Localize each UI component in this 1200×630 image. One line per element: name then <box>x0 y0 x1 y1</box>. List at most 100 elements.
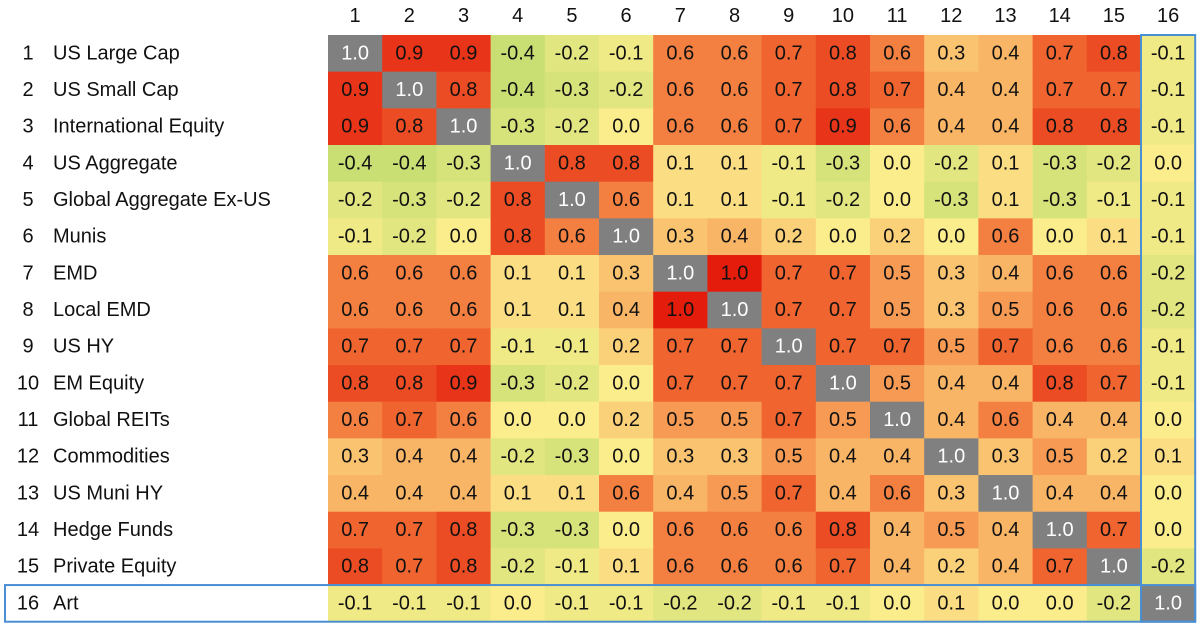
heatmap-cell <box>328 108 383 146</box>
column-label: 6 <box>621 5 632 27</box>
cell-label: 0.8 <box>341 556 369 578</box>
cell-label: 0.0 <box>829 226 857 248</box>
heatmap-cell <box>1141 35 1196 73</box>
cell-label: 0.0 <box>1154 519 1182 541</box>
cell-label: 1.0 <box>612 226 640 248</box>
heatmap-cell <box>382 71 437 109</box>
heatmap-cell <box>1032 255 1088 293</box>
heatmap-cell <box>1032 145 1088 183</box>
cell-label: 0.4 <box>395 482 423 504</box>
heatmap-cell <box>653 71 708 109</box>
cell-label: 0.7 <box>395 556 423 578</box>
column-label: 16 <box>1157 5 1179 27</box>
cell-label: 0.4 <box>829 446 857 468</box>
cell-label: 0.7 <box>775 79 803 101</box>
heatmap-cell <box>761 35 817 73</box>
heatmap-cell <box>707 365 763 403</box>
cell-label: -0.3 <box>446 152 480 174</box>
cell-label: 0.4 <box>341 482 369 504</box>
cell-label: -0.2 <box>500 446 534 468</box>
heatmap-cell <box>1141 181 1196 219</box>
column-label: 1 <box>350 5 361 27</box>
heatmap-cell <box>653 108 708 146</box>
column-label: 8 <box>729 5 740 27</box>
heatmap-cell <box>544 108 600 146</box>
row-number: 11 <box>18 409 39 431</box>
row-name: Global REITs <box>53 409 170 431</box>
cell-label: 0.7 <box>829 556 857 578</box>
heatmap-cell <box>870 585 925 623</box>
heatmap-cell <box>815 291 871 329</box>
cell-label: -0.3 <box>555 79 589 101</box>
cell-label: 0.6 <box>992 409 1020 431</box>
heatmap-cell <box>761 145 817 183</box>
cell-label: 0.1 <box>558 482 586 504</box>
heatmap-cell <box>436 438 492 476</box>
row-number: 3 <box>22 116 33 138</box>
cell-label: 0.0 <box>883 592 911 614</box>
heatmap-cell <box>544 145 600 183</box>
cell-label: 0.7 <box>1046 42 1074 64</box>
cell-label: 0.0 <box>504 592 532 614</box>
heatmap-cell <box>328 511 383 549</box>
cell-label: 0.5 <box>1046 446 1074 468</box>
cell-label: 0.3 <box>937 262 965 284</box>
heatmap-cell <box>653 438 708 476</box>
cell-label: 0.0 <box>504 409 532 431</box>
heatmap-cell <box>1086 475 1142 513</box>
cell-label: 0.6 <box>721 116 749 138</box>
cell-label: -0.3 <box>555 519 589 541</box>
cell-label: 0.7 <box>450 336 478 358</box>
heatmap-cell <box>1032 35 1088 73</box>
cell-label: 0.4 <box>829 482 857 504</box>
heatmap-cell <box>815 585 871 623</box>
heatmap-cell <box>815 35 871 73</box>
row-number: 14 <box>17 519 39 541</box>
heatmap-cell <box>653 145 708 183</box>
heatmap-cell <box>924 35 979 73</box>
heatmap-cell <box>436 401 492 439</box>
heatmap-cell <box>870 291 925 329</box>
heatmap-cell <box>544 511 600 549</box>
heatmap-cell <box>490 548 546 586</box>
heatmap-cell <box>815 511 871 549</box>
cell-label: -0.4 <box>392 152 426 174</box>
heatmap-cell <box>328 218 383 256</box>
cell-label: 0.1 <box>504 299 532 321</box>
cell-label: 0.7 <box>883 79 911 101</box>
heatmap-cell <box>870 255 925 293</box>
heatmap-cell <box>436 181 492 219</box>
cell-label: 0.5 <box>775 446 803 468</box>
cell-label: 0.6 <box>1046 262 1074 284</box>
cell-label: 0.8 <box>1100 116 1128 138</box>
heatmap-cell <box>815 438 871 476</box>
heatmap-cell <box>328 365 383 403</box>
cell-label: -0.1 <box>826 592 860 614</box>
cell-label: 0.3 <box>612 262 640 284</box>
heatmap-cell <box>1086 438 1142 476</box>
heatmap-cell <box>1141 255 1196 293</box>
cell-label: 0.6 <box>395 299 423 321</box>
heatmap-cell <box>924 585 979 623</box>
heatmap-cell <box>1141 108 1196 146</box>
cell-label: 0.8 <box>395 116 423 138</box>
cell-label: 0.4 <box>992 372 1020 394</box>
cell-label: -0.1 <box>1151 372 1185 394</box>
cell-label: -0.1 <box>338 226 372 248</box>
cell-label: 0.3 <box>666 446 694 468</box>
cell-label: -0.1 <box>771 152 805 174</box>
cell-label: 0.6 <box>341 409 369 431</box>
cell-label: 0.4 <box>937 409 965 431</box>
heatmap-cell <box>436 585 492 623</box>
cell-label: -0.1 <box>500 336 534 358</box>
cell-label: 0.6 <box>1100 299 1128 321</box>
row-number: 4 <box>22 152 33 174</box>
heatmap-cell <box>382 328 437 366</box>
heatmap-cell <box>599 365 654 403</box>
cell-label: 0.8 <box>1100 42 1128 64</box>
row-name: Hedge Funds <box>53 519 173 541</box>
heatmap-cell <box>924 145 979 183</box>
heatmap-cell <box>599 181 654 219</box>
heatmap-cell <box>436 291 492 329</box>
heatmap-cell <box>1141 548 1196 586</box>
